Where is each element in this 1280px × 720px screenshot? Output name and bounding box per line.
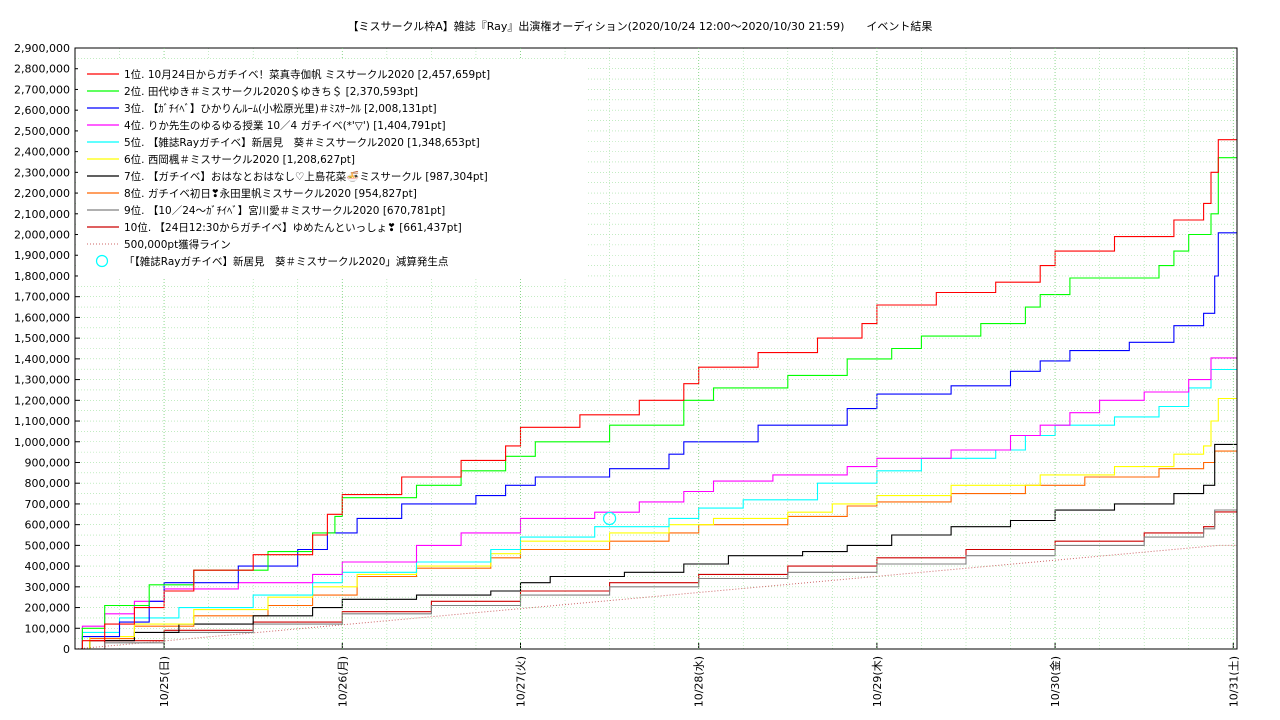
y-tick-label: 300,000 [25,581,71,594]
legend-entry: 10位. 【24日12:30からガチイベ】ゆめたんといっしょ❣ [661,437… [124,221,462,234]
y-tick-label: 600,000 [25,519,71,532]
legend-swatch-annotation [95,254,109,268]
y-tick-label: 1,800,000 [14,270,70,283]
y-tick-label: 2,700,000 [14,83,70,96]
x-axis: 10/25(日) 10/26(月) 10/27(火) 10/28(水) 10/29(木)… [158,48,1240,707]
legend-box [78,60,586,278]
y-tick-label: 100,000 [25,622,71,635]
y-tick-label: 900,000 [25,456,71,469]
series-line [75,397,1237,650]
x-tick-label: 10/31(土) [1227,656,1240,707]
y-axis: 0 100,000 200,000 300,000 400,000 500,000 600,… [14,42,80,656]
y-tick-label: 400,000 [25,560,71,573]
legend-entry: 9位. 【10／24～ｶﾞﾁｲﾍﾞ】宮川愛＃ミスサークル2020 [670,78… [124,204,445,217]
legend-entry: 4位. りか先生のゆるゆる授業 10／4 ガチイベ(*'▽') [1,404,7… [124,119,446,132]
y-tick-label: 2,600,000 [14,104,70,117]
y-tick-label: 1,100,000 [14,415,70,428]
series-line [75,157,1237,650]
y-tick-label: 1,900,000 [14,249,70,262]
x-tick-label: 10/28(水) [693,656,706,707]
y-tick-label: 1,000,000 [14,436,70,449]
legend: 1位. 10月24日からガチイベ！菜真寺伽帆 ミスサークル2020 [2,457… [78,60,586,278]
x-tick-label: 10/25(日) [158,656,171,707]
annotation-marker [602,511,617,526]
annotation-point [602,511,617,526]
plot-frame [74,47,1238,650]
y-tick-label: 1,200,000 [14,394,70,407]
legend-entry: 2位. 田代ゆき＃ミスサークル2020＄ゆきち＄ [2,370,593pt] [124,85,418,98]
series-line [75,443,1237,650]
y-tick-label: 2,000,000 [14,229,70,242]
y-tick-label: 1,300,000 [14,374,70,387]
y-tick-label: 2,100,000 [14,208,70,221]
y-tick-label: 500,000 [25,539,71,552]
y-tick-label: 2,300,000 [14,166,70,179]
y-tick-label: 2,400,000 [14,146,70,159]
y-tick-label: 2,900,000 [14,42,70,55]
x-tick-label: 10/26(月) [336,656,349,707]
x-tick-label: 10/29(木) [871,656,884,707]
legend-entry: 7位. 【ガチイベ】おはなとおはなし♡上島花菜🍜ミスサークル [987,304p… [124,170,488,183]
y-tick-label: 1,700,000 [14,291,70,304]
y-tick-label: 1,500,000 [14,332,70,345]
series-line [75,232,1237,650]
y-tick-label: 800,000 [25,477,71,490]
y-tick-label: 0 [63,643,70,656]
legend-entry-annotation: 「【雑誌Rayガチイベ】新居見 葵＃ミスサークル2020」減算発生点 [124,255,448,268]
series-line [75,368,1237,650]
y-tick-label: 2,500,000 [14,125,70,138]
legend-entry: 1位. 10月24日からガチイベ！菜真寺伽帆 ミスサークル2020 [2,457… [124,68,490,81]
series-line [75,357,1237,650]
legend-entry: 5位. 【雑誌Rayガチイベ】新居見 葵＃ミスサークル2020 [1,348,6… [124,136,480,149]
y-tick-label: 2,200,000 [14,187,70,200]
y-tick-label: 700,000 [25,498,71,511]
y-tick-label: 2,800,000 [14,63,70,76]
legend-entry: 6位. 西岡楓＃ミスサークル2020 [1,208,627pt] [124,153,355,166]
series-line [75,139,1237,650]
legend-entry: 3位. 【ｶﾞﾁｲﾍﾞ】ひかりんﾙｰﾑ(小松原光里)＃ﾐｽｻｰｸﾙ [2,008… [124,102,437,115]
chart-title: 【ミスサークル枠A】雑誌『Ray』出演権オーディション(2020/10/24 1… [348,19,933,33]
legend-entry: 8位. ガチイベ初日❣永田里帆ミスサークル2020 [954,827pt] [124,187,417,200]
y-tick-label: 1,400,000 [14,353,70,366]
y-tick-label: 1,600,000 [14,311,70,324]
series-line [75,450,1237,650]
x-tick-label: 10/30(金) [1048,656,1062,707]
x-tick-label: 10/27(火) [514,656,527,707]
legend-entry-reference: 500,000pt獲得ライン [124,238,231,251]
y-tick-label: 200,000 [25,602,71,615]
